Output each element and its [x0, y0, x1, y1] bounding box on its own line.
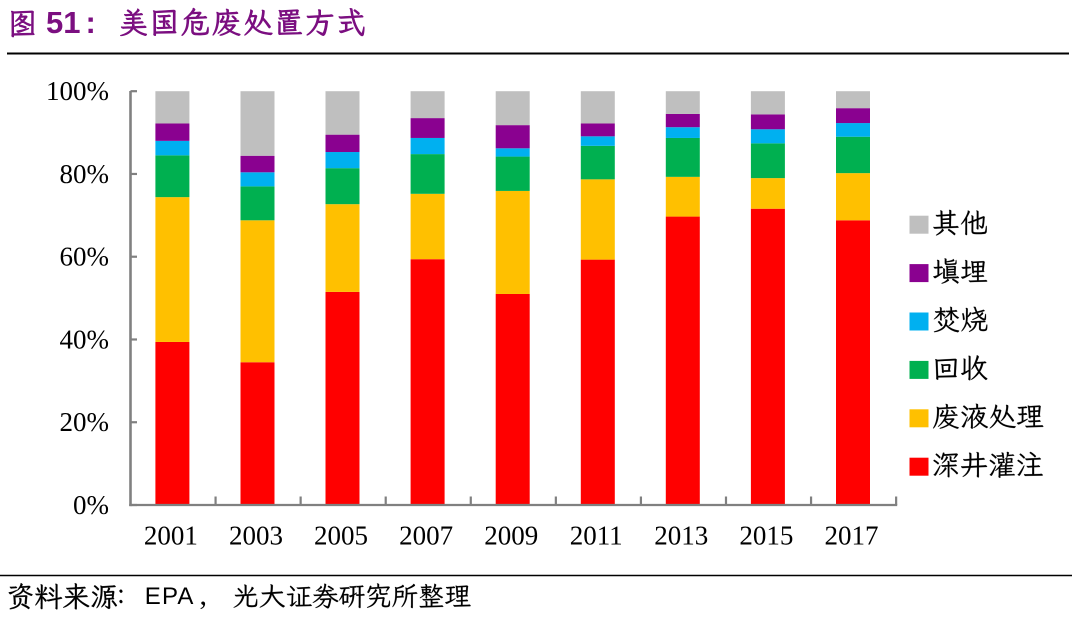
- svg-text:2017: 2017: [825, 520, 879, 550]
- svg-text:60%: 60%: [60, 242, 110, 272]
- svg-text:40%: 40%: [60, 324, 110, 354]
- svg-text::: :: [86, 5, 96, 40]
- svg-text:2011: 2011: [570, 520, 623, 550]
- svg-text:51: 51: [46, 5, 80, 40]
- svg-text:2015: 2015: [739, 520, 793, 550]
- svg-text:2003: 2003: [229, 520, 283, 550]
- svg-text:2009: 2009: [484, 520, 538, 550]
- svg-text:0%: 0%: [73, 490, 109, 520]
- svg-text:2013: 2013: [654, 520, 708, 550]
- svg-text:2007: 2007: [399, 520, 453, 550]
- svg-text:2005: 2005: [314, 520, 368, 550]
- svg-text:80%: 80%: [60, 159, 110, 189]
- svg-text:2001: 2001: [144, 520, 198, 550]
- svg-text:100%: 100%: [46, 76, 109, 106]
- svg-text:EPA: EPA: [145, 583, 195, 610]
- svg-text:,: ,: [200, 579, 208, 612]
- svg-text:20%: 20%: [60, 407, 110, 437]
